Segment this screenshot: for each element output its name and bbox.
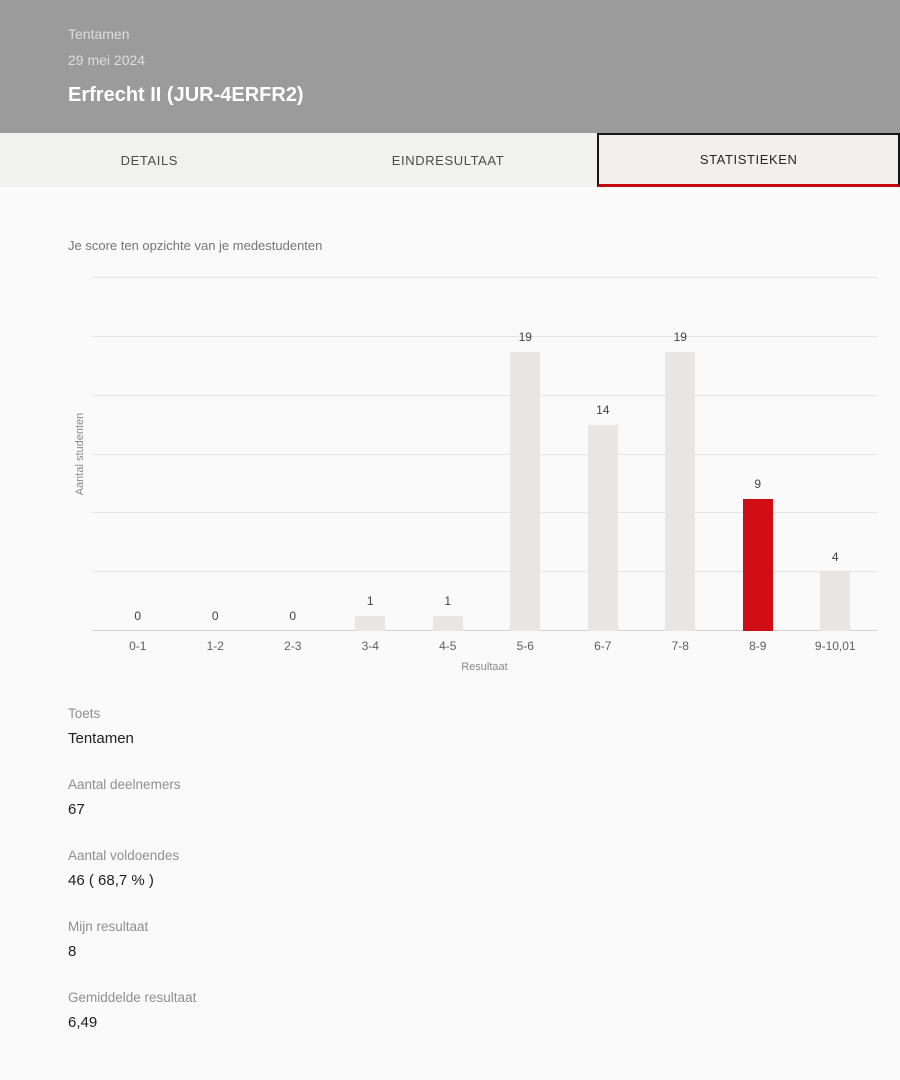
- gridline: [92, 512, 877, 514]
- bar: [820, 572, 851, 631]
- course-title: Erfrecht II (JUR-4ERFR2): [68, 84, 304, 106]
- x-tick-label: 4-5: [439, 639, 457, 653]
- detail-voldoendes: Aantal voldoendes 46 ( 68,7 % ): [68, 848, 568, 889]
- gridline: [92, 453, 877, 455]
- exam-header: Tentamen 29 mei 2024 Erfrecht II (JUR-4E…: [0, 0, 900, 133]
- gridline: [92, 277, 877, 278]
- detail-label: Gemiddelde resultaat: [68, 990, 197, 1005]
- bar-value-label: 0: [289, 609, 297, 623]
- x-tick-label: 2-3: [284, 639, 302, 653]
- bar-value-label: 4: [831, 550, 839, 565]
- chart-title: Je score ten opzichte van je medestudent…: [68, 238, 323, 253]
- bar: [665, 351, 696, 631]
- detail-value: Tentamen: [68, 730, 134, 747]
- detail-label: Aantal deelnemers: [68, 777, 181, 792]
- bar-value-label: 1: [366, 594, 374, 609]
- bar: [587, 425, 618, 631]
- bar-value-label: 19: [518, 329, 532, 344]
- bar-value-label: 14: [596, 403, 610, 418]
- x-tick-label: 1-2: [206, 639, 224, 653]
- detail-deelnemers: Aantal deelnemers 67: [68, 777, 568, 818]
- bar: [432, 616, 463, 631]
- x-tick-label: 7-8: [671, 639, 689, 653]
- bar-value-label: 19: [673, 329, 687, 344]
- plot-area: 0 0 0 1 1 19 14 19 9 4: [92, 277, 877, 631]
- x-tick-label: 0-1: [129, 639, 147, 653]
- gridline: [92, 571, 877, 573]
- x-tick-label: 9-10,01: [814, 639, 856, 653]
- bar-value-label: 0: [211, 609, 219, 623]
- detail-value: 46 ( 68,7 % ): [68, 872, 154, 889]
- x-tick-label: 6-7: [594, 639, 612, 653]
- bar-highlighted: [742, 498, 773, 631]
- x-tick-label: 5-6: [516, 639, 534, 653]
- bar-value-label: 1: [444, 594, 452, 609]
- gridline: [92, 394, 877, 396]
- x-tick-label: 3-4: [361, 639, 379, 653]
- detail-value: 6,49: [68, 1014, 98, 1031]
- detail-label: Aantal voldoendes: [68, 848, 180, 863]
- bar-value-label: 0: [134, 609, 142, 623]
- x-axis-ticks: 0-1 1-2 2-3 3-4 4-5 5-6 6-7 7-8 8-9 9-10,01: [99, 639, 874, 655]
- detail-toets: Toets Tentamen: [68, 706, 568, 747]
- x-axis-title: Resultaat: [461, 661, 508, 673]
- bar: [355, 616, 386, 631]
- x-axis-line: [92, 630, 877, 631]
- tab-statistieken[interactable]: STATISTIEKEN: [597, 133, 900, 187]
- detail-label: Toets: [68, 706, 101, 721]
- gridline: [92, 335, 877, 337]
- detail-value: 8: [68, 943, 77, 960]
- y-axis-title: Aantal studenten: [74, 412, 86, 496]
- tab-bar: DETAILS EINDRESULTAAT STATISTIEKEN: [0, 133, 900, 187]
- detail-label: Mijn resultaat: [68, 919, 149, 934]
- bar-value-label: 9: [754, 476, 762, 491]
- x-tick-label: 8-9: [749, 639, 767, 653]
- tab-eindresultaat[interactable]: EINDRESULTAAT: [391, 152, 505, 168]
- detail-gemiddelde: Gemiddelde resultaat 6,49: [68, 990, 568, 1031]
- tab-details[interactable]: DETAILS: [120, 152, 179, 168]
- detail-value: 67: [68, 801, 85, 818]
- bar: [510, 351, 541, 631]
- exam-type: Tentamen: [68, 26, 130, 42]
- bars-region: 0 0 0 1 1 19 14 19 9 4: [99, 278, 874, 631]
- detail-mijn-resultaat: Mijn resultaat 8: [68, 919, 568, 960]
- exam-date: 29 mei 2024: [68, 52, 146, 68]
